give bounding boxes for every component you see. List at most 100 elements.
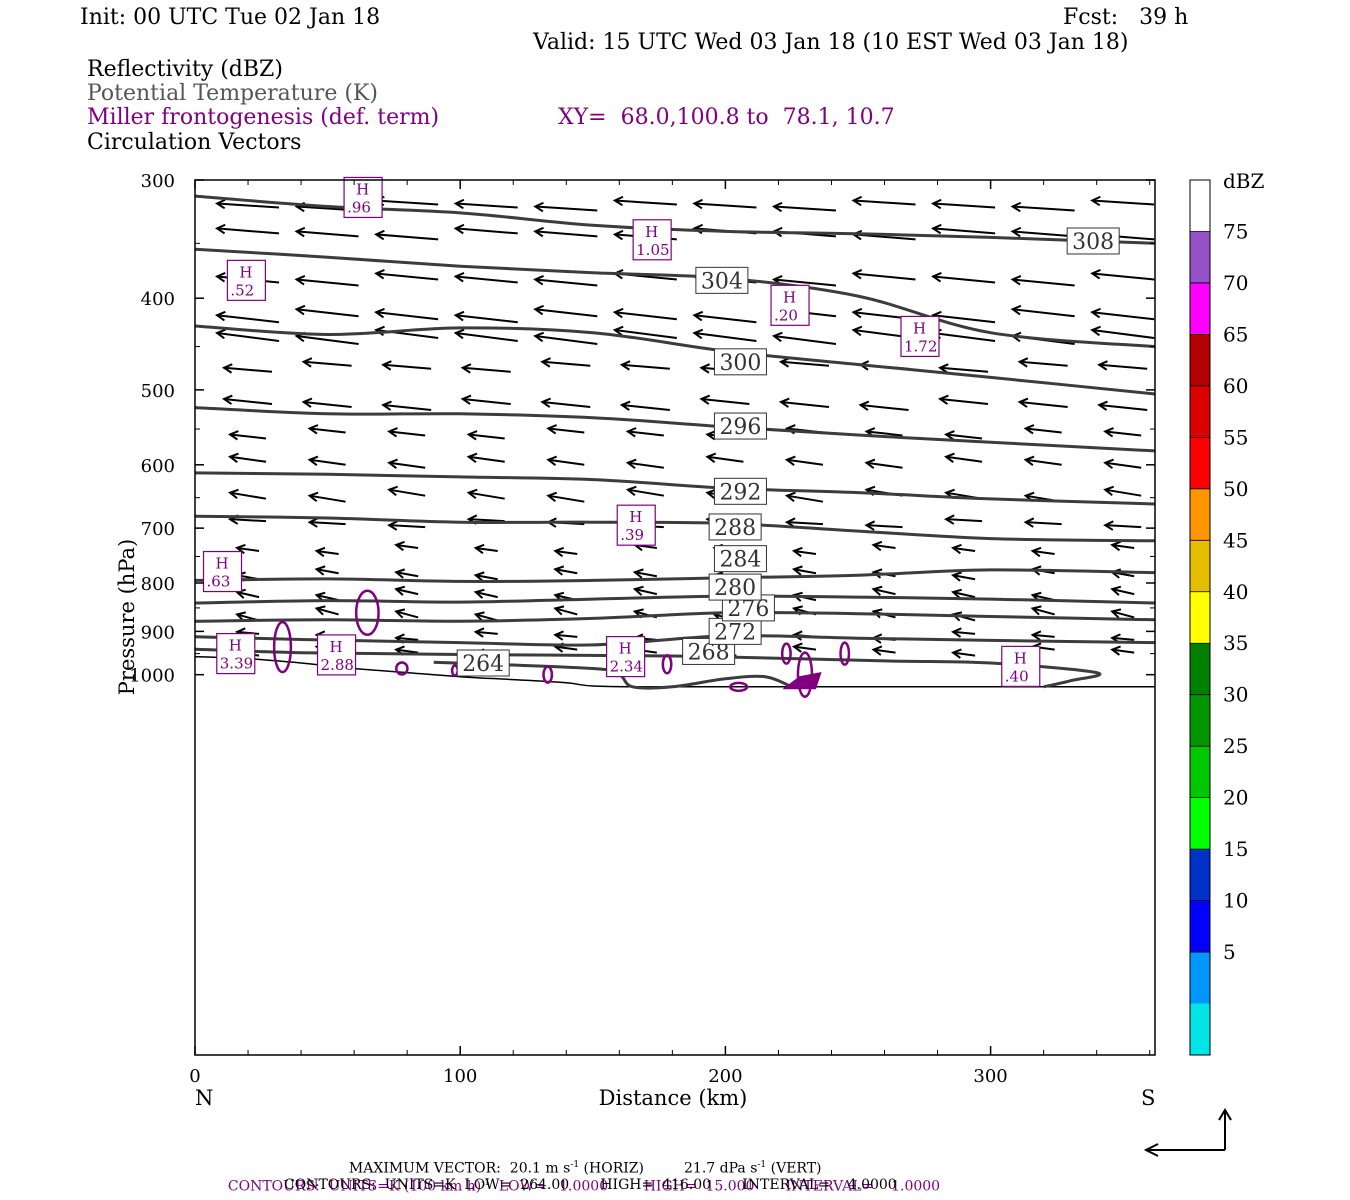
circulation-vector: [951, 571, 976, 582]
circulation-vector: [625, 458, 664, 469]
svg-text:.96: .96: [347, 198, 371, 216]
circulation-vector: [951, 543, 976, 555]
circulation-vector: [1010, 201, 1075, 213]
colorbar-tick-label: 55: [1223, 425, 1248, 449]
circulation-vector: [951, 627, 976, 638]
fronto-high-marker: H.40: [1001, 645, 1041, 687]
y-tick-label: 500: [141, 381, 175, 402]
isentrope-label: 288: [708, 513, 762, 541]
circulation-vector: [221, 363, 273, 374]
circulation-vector: [1090, 325, 1155, 339]
circulation-vector: [307, 455, 346, 466]
colorbar-frame: [1189, 179, 1211, 1056]
colorbar-bin: [1190, 180, 1210, 232]
circulation-vector: [394, 585, 419, 596]
circulation-vector: [307, 491, 346, 503]
colorbar-bin: [1190, 849, 1210, 901]
isentrope-264: [433, 660, 793, 690]
circulation-vector: [951, 648, 976, 659]
circulation-vector: [1097, 360, 1148, 371]
circulation-vector: [460, 363, 511, 374]
colorbar-tick-label: 25: [1223, 734, 1248, 758]
colorbar-bin: [1190, 437, 1210, 489]
circulation-vector: [1103, 485, 1142, 497]
circulation-vector: [1023, 517, 1062, 528]
isentrope-label: 264: [456, 649, 510, 677]
forecast-hour: Fcst: 39 h: [1063, 5, 1189, 30]
circulation-vector: [692, 198, 757, 210]
circulation-vector: [1010, 275, 1075, 287]
fronto-high-marker: H1.05: [632, 219, 672, 261]
isentrope-268: [195, 647, 1102, 689]
circulation-vector: [301, 357, 352, 368]
colorbar-bin: [1190, 591, 1210, 644]
y-tick-label: 700: [141, 519, 175, 540]
x-tick-label: 300: [973, 1066, 1007, 1087]
circulation-vector: [931, 272, 996, 284]
svg-text:276: 276: [727, 597, 769, 622]
circulation-vector: [938, 394, 989, 405]
field-circulation-vectors: Circulation Vectors: [87, 130, 302, 155]
circulation-vector: [864, 458, 903, 469]
circulation-vector: [778, 397, 830, 408]
circulation-vector: [784, 455, 824, 466]
circulation-vector: [1110, 540, 1135, 552]
colorbar-tick-label: 65: [1223, 322, 1248, 346]
svg-text:.39: .39: [620, 526, 644, 544]
x-axis-end-label: S: [1141, 1086, 1155, 1110]
field-frontogenesis: Miller frontogenesis (def. term): [87, 105, 440, 130]
fronto-high-marker: H.20: [770, 284, 810, 326]
circulation-vector: [858, 400, 909, 411]
circulation-vector: [453, 272, 518, 284]
circulation-vector: [533, 331, 598, 345]
circulation-vector: [791, 565, 817, 576]
circulation-vector: [314, 565, 339, 576]
y-tick-label: 900: [141, 622, 175, 643]
svg-text:H: H: [216, 555, 229, 573]
circulation-vector: [394, 540, 419, 552]
exp-2: -1: [757, 1160, 767, 1170]
field-potential-temperature: Potential Temperature (K): [87, 81, 378, 106]
circulation-vector: [943, 514, 983, 525]
circulation-vector: [1110, 585, 1135, 596]
fronto-contour: [542, 665, 554, 684]
isentrope-276: [195, 610, 1155, 623]
max-vector-vert: (HORIZ) 21.7 dPa s: [579, 1160, 758, 1177]
circulation-vector: [227, 430, 267, 441]
circulation-vector: [546, 455, 585, 466]
circulation-vector: [473, 627, 498, 638]
circulation-vector: [938, 363, 989, 374]
circulation-vector: [546, 491, 585, 503]
isentrope-280: [195, 594, 1155, 605]
circulation-vector: [771, 331, 837, 345]
circulation-vector: [394, 608, 419, 619]
colorbar-bin: [1190, 952, 1210, 1004]
circulation-vector: [632, 568, 658, 579]
circulation-vector: [612, 195, 677, 207]
fronto-high-marker: H.96: [343, 176, 383, 219]
circulation-vector: [871, 585, 896, 596]
plot-frame: [194, 179, 1156, 1056]
svg-text:.52: .52: [230, 281, 254, 299]
circulation-vector: [871, 540, 896, 552]
svg-text:272: 272: [714, 620, 756, 645]
circulation-vector: [374, 195, 439, 207]
svg-text:H: H: [913, 319, 926, 337]
circulation-vector: [553, 605, 578, 616]
circulation-vector: [1097, 400, 1148, 411]
colorbar-tick-label: 40: [1223, 580, 1248, 604]
svg-text:264: 264: [462, 652, 504, 677]
exp-1: -1: [570, 1160, 580, 1170]
fronto-contour-range: LOW= 1.0000 HIGH= 15.000 INTERVAL= 1.000…: [489, 1178, 941, 1195]
circulation-vector: [944, 430, 983, 441]
x-axis-title: Distance (km): [599, 1086, 748, 1110]
isentrope-308: [195, 194, 1155, 245]
circulation-vector: [1010, 226, 1075, 238]
circulation-vector: [394, 568, 419, 579]
colorbar-tick-label: 60: [1223, 374, 1248, 398]
init-time: Init: 00 UTC Tue 02 Jan 18: [80, 5, 381, 30]
cross-section-endpoints: XY= 68.0,100.8 to 78.1, 10.7: [558, 105, 895, 130]
colorbar-bin: [1190, 231, 1210, 283]
colorbar-tick-label: 75: [1223, 219, 1248, 243]
circulation-vector: [466, 452, 505, 463]
